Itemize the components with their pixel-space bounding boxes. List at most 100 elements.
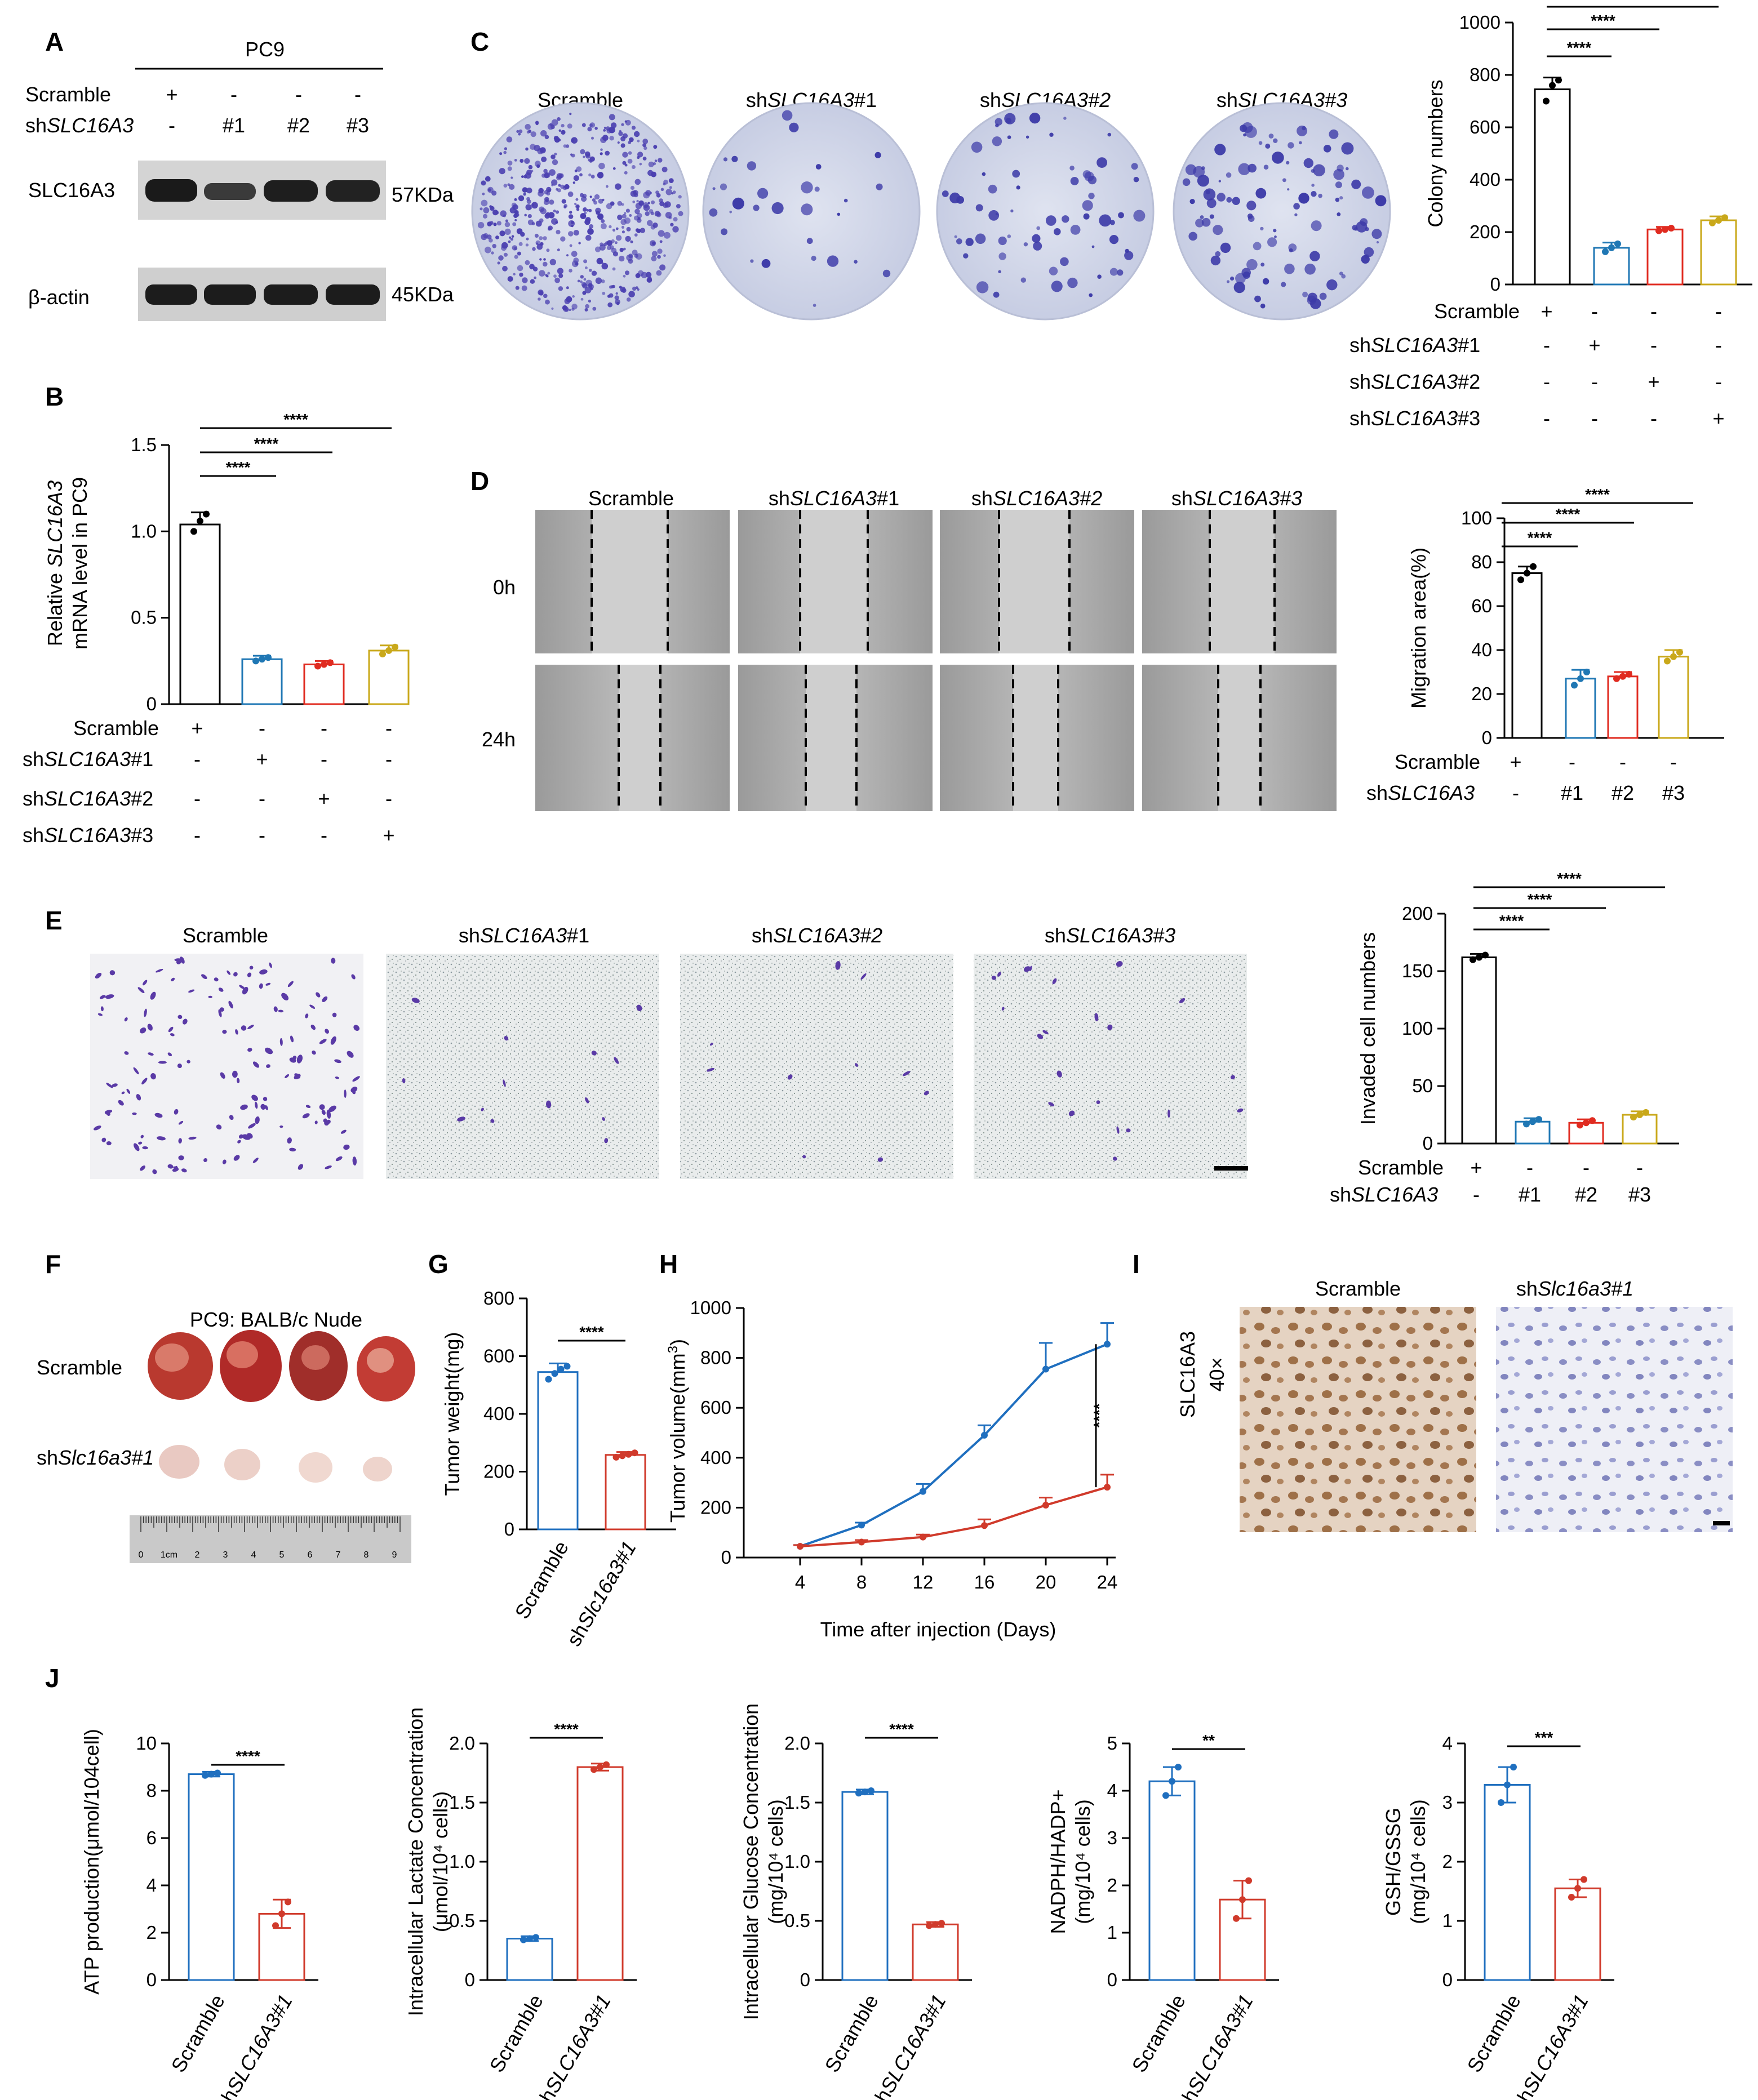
y-tick-label: 0.5 <box>131 607 157 628</box>
row-sign: - <box>194 787 201 810</box>
colony-dot <box>965 238 974 246</box>
colony-dot <box>678 195 682 199</box>
colony-dot <box>521 285 527 291</box>
row-sign: - <box>1715 333 1722 357</box>
svg-text:+: + <box>166 83 177 106</box>
invaded-cell <box>124 1051 129 1055</box>
colony-dot <box>635 286 638 290</box>
invaded-cell <box>222 1159 227 1164</box>
colony-dot <box>621 225 625 229</box>
colony-dot <box>633 131 640 137</box>
significance-label: **** <box>1567 39 1592 56</box>
invaded-cell <box>292 1056 297 1060</box>
invaded-cell <box>143 980 148 986</box>
colony-dot <box>1226 197 1232 203</box>
x-tick-label: 20 <box>1036 1572 1056 1592</box>
colony-dot <box>1272 152 1284 164</box>
data-point <box>1498 1799 1504 1806</box>
colony-dot <box>614 295 619 300</box>
colony-dot <box>629 214 632 217</box>
invaded-cell <box>106 1083 113 1088</box>
colony-dot <box>522 187 528 193</box>
colony-dot <box>1033 241 1042 251</box>
colony-dot <box>1007 135 1011 139</box>
invaded-cell <box>236 1078 240 1083</box>
colony-dot <box>522 277 528 283</box>
colony-dot <box>588 173 592 177</box>
colony-dot <box>489 238 493 243</box>
colony-dot <box>1082 200 1093 211</box>
colony-dot <box>630 185 635 190</box>
colony-dot <box>1268 134 1274 139</box>
y-tick-label: 400 <box>700 1447 731 1468</box>
colony-dot <box>612 267 616 271</box>
panel-a: A PC9 Scramble shSLC16A3 + - - - - #1 #2… <box>25 27 454 321</box>
colony-dot <box>554 153 557 156</box>
invaded-cell <box>321 1110 326 1115</box>
colony-dot <box>609 114 615 121</box>
colony-dot <box>673 217 678 222</box>
colony-dot <box>671 192 674 195</box>
colony-dot <box>531 202 538 209</box>
x-tick-label: 24 <box>1097 1572 1118 1592</box>
ruler: 0 1cm 2 3 4 5 6 7 8 9 <box>130 1515 411 1563</box>
row-sign: + <box>318 787 330 810</box>
colony-dot <box>629 137 634 143</box>
invaded-cell <box>289 1147 296 1152</box>
wound-gap <box>1218 665 1260 811</box>
colony-dot <box>628 259 633 264</box>
invaded-cell <box>124 1017 128 1022</box>
y-axis-label: GSH/GSSG <box>1382 1808 1405 1916</box>
invaded-cell <box>1126 1128 1131 1133</box>
invaded-cell <box>265 1105 268 1110</box>
row-sign: - <box>1619 750 1626 773</box>
colony-dot <box>624 120 627 123</box>
data-point <box>862 1788 868 1796</box>
data-point <box>1042 1365 1049 1373</box>
colony-dot <box>663 179 668 185</box>
colony-dot <box>579 173 583 177</box>
row-sign: + <box>1648 370 1659 393</box>
invaded-cell <box>255 1116 260 1124</box>
colony-dot <box>591 136 594 140</box>
data-point <box>190 528 197 535</box>
data-point <box>920 1533 926 1541</box>
transwell-title-scramble: Scramble <box>183 924 268 947</box>
colony-dot <box>1265 143 1271 149</box>
colony-dot <box>1243 133 1246 137</box>
colony-dot <box>632 201 636 203</box>
invaded-cell <box>335 1076 339 1079</box>
colony-dot <box>1026 135 1029 139</box>
colony-dot <box>656 193 661 198</box>
colony-dot <box>620 143 625 148</box>
data-point <box>252 657 259 665</box>
colony-dot <box>1109 235 1119 244</box>
invaded-cell <box>222 1030 227 1034</box>
colony-dot <box>1293 203 1300 210</box>
colony-dot <box>549 259 556 265</box>
colony-dot <box>497 261 500 265</box>
invaded-cell <box>255 1101 258 1109</box>
y-tick-label: 20 <box>1471 683 1492 704</box>
row-sign: - <box>194 748 201 771</box>
colony-dot <box>609 293 614 298</box>
invaded-cell <box>133 1067 139 1075</box>
colony-dot <box>510 176 513 179</box>
invaded-cell <box>227 970 231 975</box>
invaded-cell <box>99 995 106 999</box>
invaded-cell <box>203 1158 207 1162</box>
colony-dot <box>669 186 672 189</box>
data-point <box>563 1363 571 1370</box>
data-point <box>1571 682 1578 689</box>
invaded-cell <box>112 1083 118 1087</box>
x-category-label: Scramble <box>820 1991 883 2076</box>
svg-text:-: - <box>295 83 302 106</box>
invaded-cell <box>101 1137 106 1142</box>
colony-dot <box>650 224 656 230</box>
data-point <box>1245 1877 1252 1884</box>
colony-dot <box>625 208 630 213</box>
row-sign: - <box>1569 750 1575 773</box>
colony-dot <box>546 274 549 278</box>
